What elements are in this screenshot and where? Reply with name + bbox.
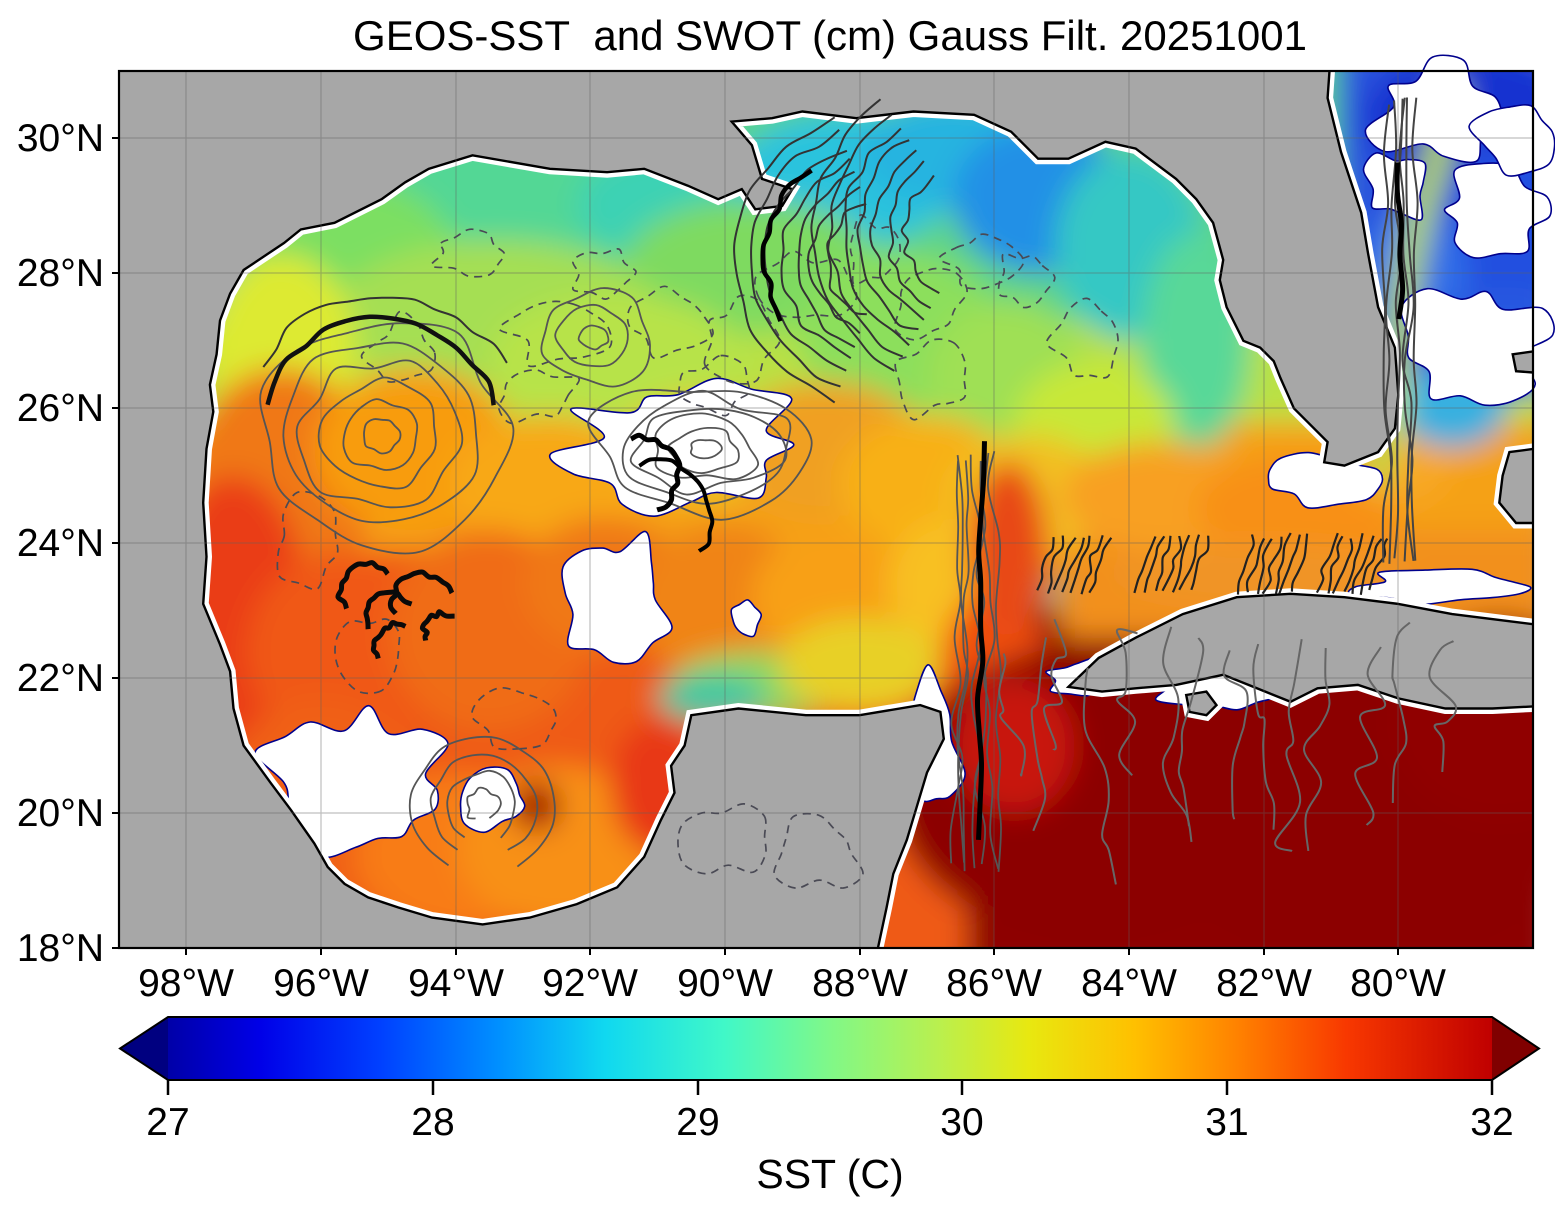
svg-text:28°N: 28°N [17, 252, 104, 295]
svg-text:26°N: 26°N [17, 387, 104, 430]
svg-text:98°W: 98°W [138, 962, 234, 1005]
svg-text:80°W: 80°W [1350, 962, 1446, 1005]
svg-text:96°W: 96°W [273, 962, 369, 1005]
svg-text:86°W: 86°W [946, 962, 1042, 1005]
svg-text:22°N: 22°N [17, 657, 104, 700]
svg-text:GEOS-SST and SWOT (cm) Gauss: GEOS-SST and SWOT (cm) Gauss Filt. 20251… [353, 12, 1307, 59]
svg-text:18°N: 18°N [17, 927, 104, 970]
svg-text:27: 27 [146, 1101, 189, 1144]
svg-text:30: 30 [940, 1101, 983, 1144]
svg-text:88°W: 88°W [812, 962, 908, 1005]
svg-text:30°N: 30°N [17, 117, 104, 160]
svg-text:84°W: 84°W [1081, 962, 1177, 1005]
svg-text:94°W: 94°W [408, 962, 504, 1005]
svg-text:32: 32 [1470, 1101, 1513, 1144]
svg-text:31: 31 [1205, 1101, 1248, 1144]
svg-text:29: 29 [676, 1101, 719, 1144]
svg-text:28: 28 [411, 1101, 454, 1144]
svg-text:90°W: 90°W [677, 962, 773, 1005]
svg-text:82°W: 82°W [1216, 962, 1312, 1005]
svg-text:24°N: 24°N [17, 522, 104, 565]
svg-text:20°N: 20°N [17, 792, 104, 835]
svg-text:SST (C): SST (C) [756, 1151, 903, 1197]
svg-text:92°W: 92°W [542, 962, 638, 1005]
